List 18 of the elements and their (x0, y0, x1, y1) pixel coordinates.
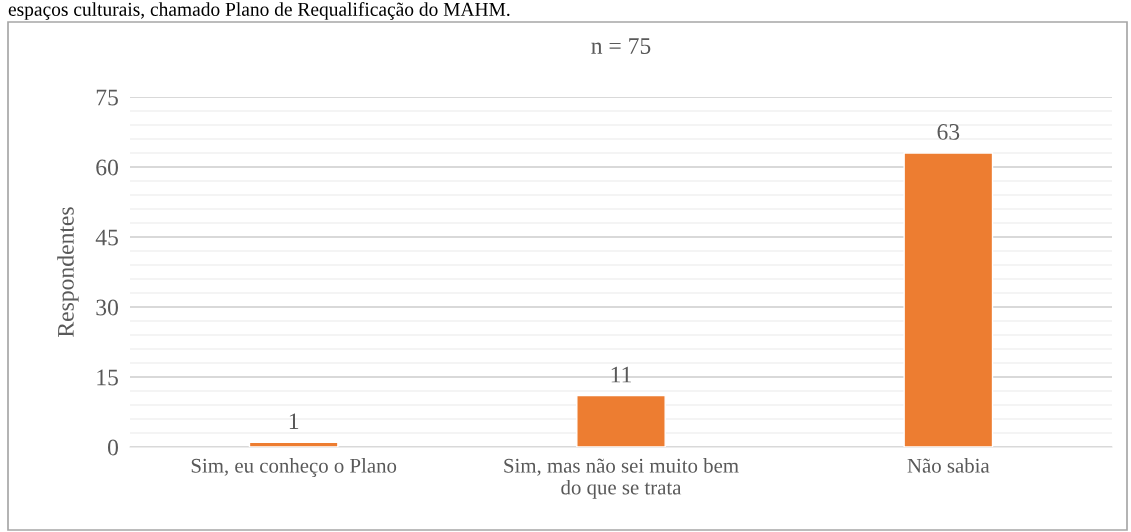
bar (248, 441, 339, 447)
text: espaços culturais, chamado Plano de Requalificação do MAHM. (8, 2, 510, 20)
y-tick-label: 45 (95, 229, 118, 246)
data-label: 1 (289, 413, 299, 429)
data-label: 11 (611, 366, 631, 383)
y-tick-label: 60 (96, 159, 118, 176)
bar (903, 152, 994, 447)
y-tick-label: 15 (97, 369, 118, 386)
x-tick-label: Sim, eu conheço o Plano (191, 458, 397, 477)
y-tick-label: 0 (107, 439, 118, 456)
y-axis-title: Respondentes (57, 207, 79, 337)
y-tick-label: 75 (96, 89, 118, 106)
bar (576, 394, 666, 447)
x-tick-label: Sim, mas não sei muito bem do que se trata (504, 458, 739, 499)
x-tick-label: Não sabia (907, 458, 990, 473)
chart-title: n = 75 (591, 38, 651, 54)
y-tick-label: 30 (96, 299, 118, 316)
data-label: 63 (937, 124, 960, 140)
